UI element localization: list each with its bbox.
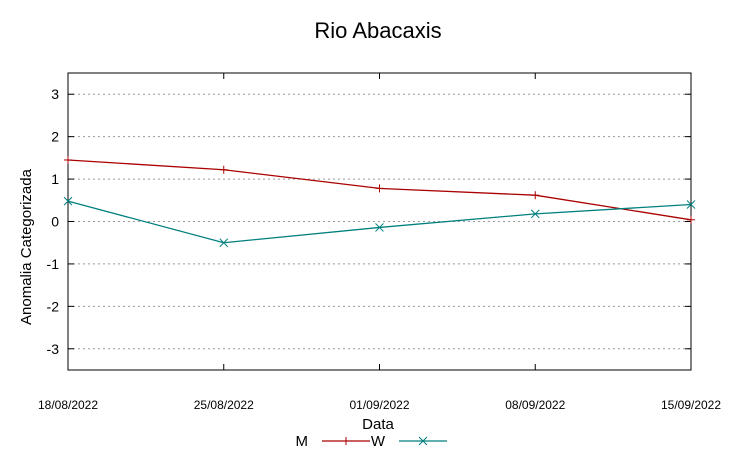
- chart-title: Rio Abacaxis: [314, 18, 441, 43]
- legend-marker: [418, 436, 428, 446]
- y-tick-label: 0: [51, 214, 59, 230]
- legend-entry-W: W: [371, 433, 447, 450]
- data-point: [219, 238, 229, 248]
- data-point: [530, 209, 540, 219]
- y-axis: -3 -2 -1 0 1 2 3: [47, 86, 691, 357]
- data-point: [686, 200, 696, 209]
- series-M: [64, 155, 695, 224]
- series-W: [63, 196, 696, 248]
- x-tick-label: 18/08/2022: [38, 398, 98, 412]
- x-tick-label: 25/08/2022: [194, 398, 254, 412]
- y-tick-label: -1: [47, 256, 60, 272]
- data-point: [375, 223, 384, 232]
- grid: [68, 93, 691, 350]
- legend-label: M: [296, 433, 309, 450]
- y-tick-label: -2: [47, 298, 60, 314]
- x-axis-label: Data: [362, 416, 394, 433]
- x-tick-label: 08/09/2022: [505, 398, 565, 412]
- y-tick-label: 2: [51, 129, 59, 145]
- data-point: [63, 196, 73, 206]
- legend-entry-M: M: [296, 433, 370, 450]
- x-axis: 18/08/2022 25/08/2022 01/09/2022 08/09/2022…: [38, 73, 721, 412]
- y-tick-label: -3: [47, 341, 60, 357]
- series-group: [63, 155, 696, 248]
- x-tick-label: 15/09/2022: [661, 398, 721, 412]
- y-tick-label: 3: [51, 86, 59, 102]
- y-tick-label: 1: [51, 171, 59, 187]
- legend-label: W: [371, 433, 386, 450]
- x-tick-label: 01/09/2022: [349, 398, 409, 412]
- y-axis-label: Anomalia Categorizada: [18, 168, 35, 325]
